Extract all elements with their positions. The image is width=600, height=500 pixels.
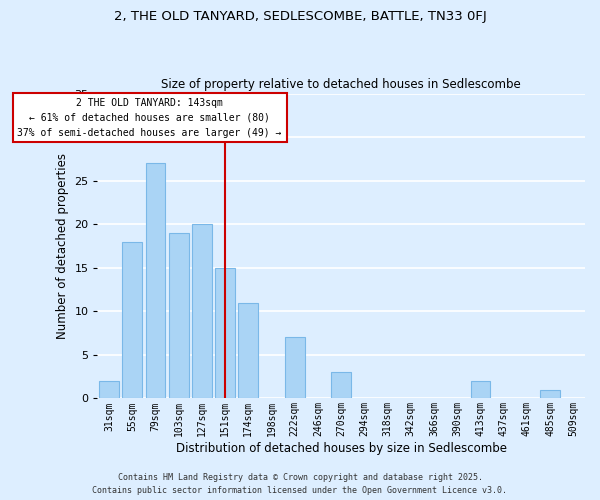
Bar xyxy=(169,233,188,398)
Bar xyxy=(285,338,305,398)
Text: 2 THE OLD TANYARD: 143sqm
← 61% of detached houses are smaller (80)
37% of semi-: 2 THE OLD TANYARD: 143sqm ← 61% of detac… xyxy=(17,98,282,138)
Bar xyxy=(331,372,351,398)
Bar xyxy=(238,302,258,398)
Bar xyxy=(192,224,212,398)
Y-axis label: Number of detached properties: Number of detached properties xyxy=(56,153,68,339)
Bar xyxy=(215,268,235,398)
Bar xyxy=(470,381,490,398)
Bar xyxy=(541,390,560,398)
X-axis label: Distribution of detached houses by size in Sedlescombe: Distribution of detached houses by size … xyxy=(176,442,506,455)
Bar xyxy=(99,381,119,398)
Title: Size of property relative to detached houses in Sedlescombe: Size of property relative to detached ho… xyxy=(161,78,521,91)
Bar xyxy=(146,163,165,398)
Bar xyxy=(122,242,142,398)
Text: 2, THE OLD TANYARD, SEDLESCOMBE, BATTLE, TN33 0FJ: 2, THE OLD TANYARD, SEDLESCOMBE, BATTLE,… xyxy=(113,10,487,23)
Text: Contains HM Land Registry data © Crown copyright and database right 2025.
Contai: Contains HM Land Registry data © Crown c… xyxy=(92,474,508,495)
